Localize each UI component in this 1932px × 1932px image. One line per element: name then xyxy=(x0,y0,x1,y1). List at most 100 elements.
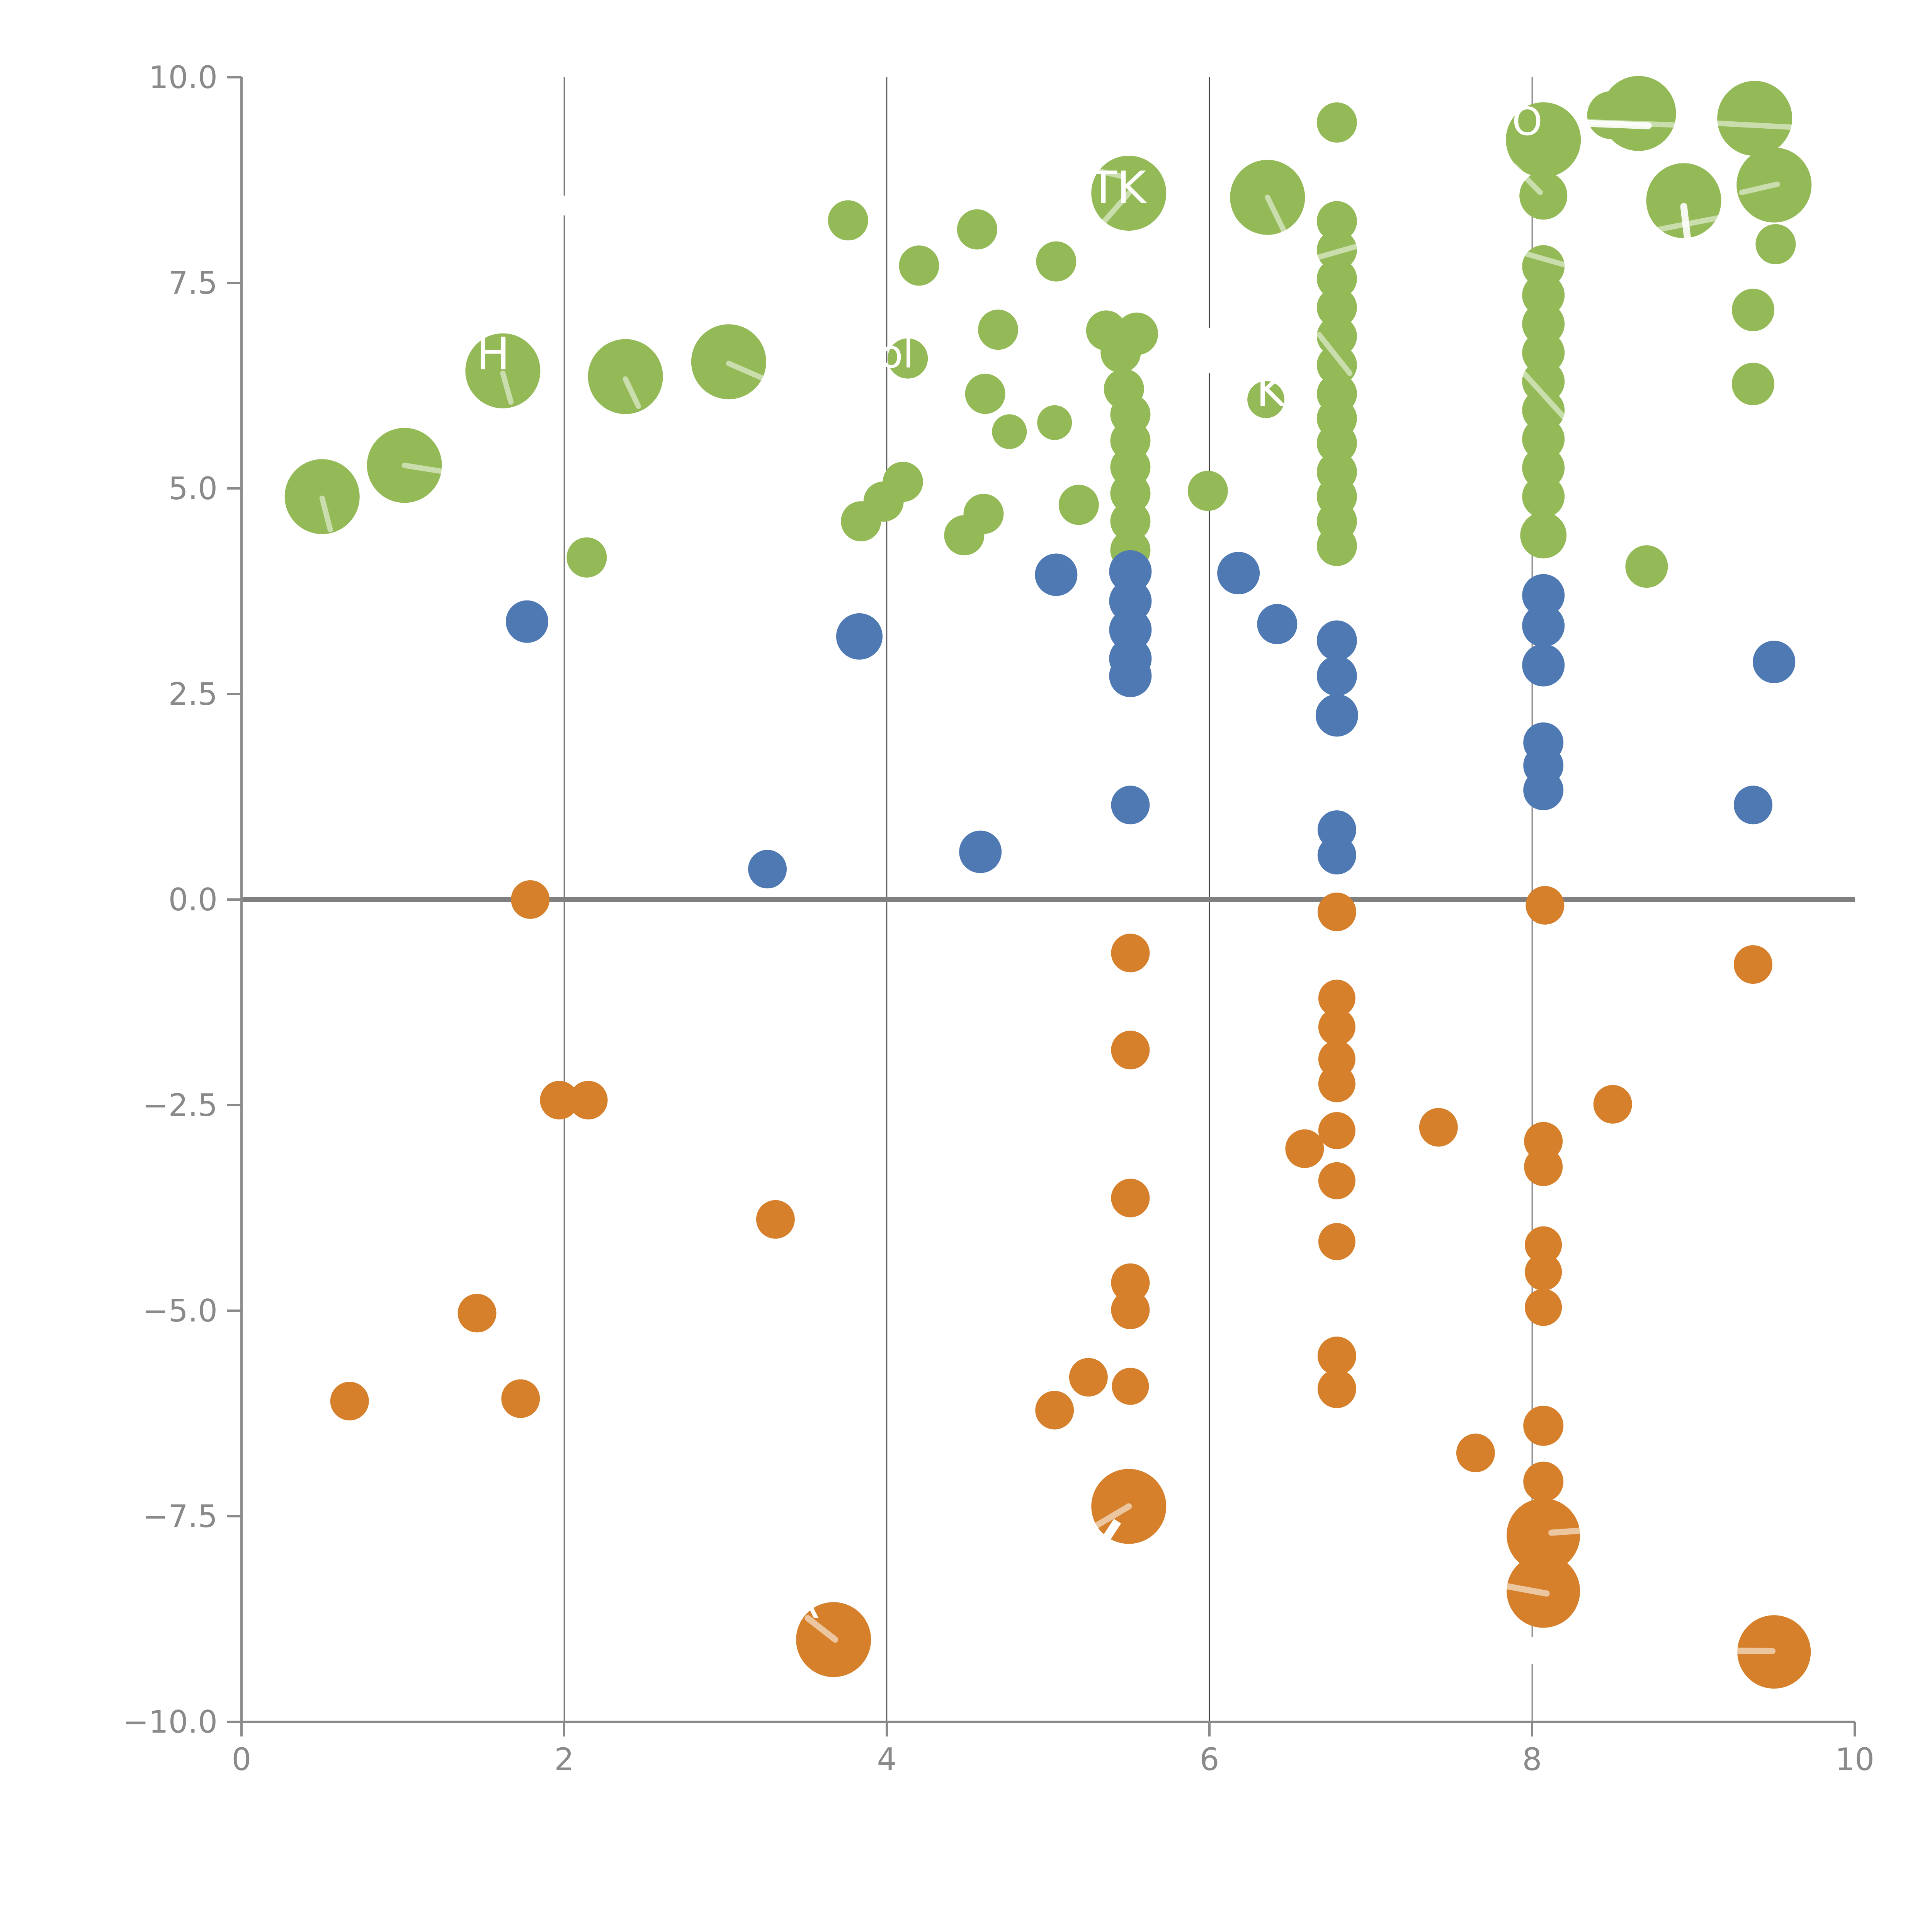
annotation-leader-line xyxy=(1070,162,1124,179)
data-point-green xyxy=(992,414,1027,449)
data-point-orange xyxy=(1285,1129,1324,1168)
data-point-blue xyxy=(1109,550,1152,593)
data-point-green xyxy=(1316,423,1357,463)
y-tick-label: 10.0 xyxy=(149,60,218,95)
annotation-label: H xyxy=(476,328,510,380)
data-point-green xyxy=(1316,102,1357,143)
data-point-green xyxy=(1731,362,1774,405)
data-point-orange xyxy=(756,1200,795,1239)
data-point-orange xyxy=(1526,886,1565,925)
annotation-leader-line xyxy=(1582,120,1652,129)
x-tick-label: 0 xyxy=(232,1742,252,1777)
data-point-green xyxy=(1036,241,1077,282)
data-point-orange xyxy=(1523,1461,1564,1502)
x-tick-label: 4 xyxy=(877,1742,897,1777)
y-tick-label: 2.5 xyxy=(168,676,218,712)
data-point-green xyxy=(1187,471,1228,511)
y-tick-label: 5.0 xyxy=(168,471,218,507)
data-point-green xyxy=(1037,405,1072,440)
annotation-leader-line xyxy=(804,1615,838,1643)
annotation-leader-line xyxy=(1715,121,1799,130)
annotation-label: R xyxy=(789,1577,820,1629)
data-point-blue xyxy=(1316,656,1357,696)
annotation-leader-line xyxy=(1521,250,1567,268)
axis-layer: 10.0 7.5 5.0 2.5 0.0 −2.5 −5.0 −7.5 −10.0 0 2 4 6 8 10 xyxy=(123,60,1874,1777)
data-point-orange xyxy=(1525,1226,1562,1264)
data-point-green xyxy=(1110,473,1151,514)
data-point-orange xyxy=(501,1379,540,1418)
data-point-green xyxy=(944,515,985,556)
data-point-blue xyxy=(1522,644,1565,687)
x-tick-label: 8 xyxy=(1522,1742,1542,1777)
data-point-blue xyxy=(1522,574,1565,617)
label-whiteout-patch xyxy=(519,196,613,216)
annotation-label: O xyxy=(1512,99,1543,144)
x-tick-label: 2 xyxy=(554,1742,574,1777)
annotation-leader-line xyxy=(1316,332,1353,376)
annotation-leader-line xyxy=(622,376,641,409)
data-point-green xyxy=(1247,381,1285,418)
annotation-leader-line xyxy=(1739,181,1780,195)
data-point-orange xyxy=(1069,1358,1108,1397)
data-point-orange xyxy=(457,1294,497,1333)
data-point-green xyxy=(1110,501,1151,542)
annotation-leader-line xyxy=(1265,194,1288,236)
data-point-orange xyxy=(511,880,550,919)
x-tick-label: 6 xyxy=(1200,1742,1219,1777)
data-point-blue xyxy=(1523,770,1564,810)
y-tick-label: 0.0 xyxy=(168,882,218,918)
data-point-orange xyxy=(1111,934,1150,973)
series-blue xyxy=(505,550,1796,889)
data-point-blue xyxy=(959,830,1002,873)
series-green xyxy=(284,76,1812,588)
data-point-green xyxy=(1625,545,1668,588)
data-point-orange xyxy=(1456,1434,1495,1473)
data-point-green xyxy=(888,338,928,379)
data-point-green xyxy=(1316,201,1357,242)
data-point-green xyxy=(1755,224,1796,264)
annotation-leader-line xyxy=(1306,242,1364,263)
annotation-leader-line xyxy=(319,495,333,532)
data-point-orange xyxy=(1317,892,1356,931)
y-tick-label: −2.5 xyxy=(143,1087,218,1123)
data-point-orange xyxy=(1111,1179,1150,1218)
data-point-blue xyxy=(1733,786,1772,825)
data-point-blue xyxy=(836,613,883,660)
data-point-blue xyxy=(1109,655,1152,697)
data-point-green xyxy=(1100,332,1141,373)
data-point-green xyxy=(863,481,904,522)
data-point-orange xyxy=(1318,1162,1355,1199)
data-point-blue xyxy=(1522,604,1565,647)
annotation-leader-line xyxy=(1680,203,1692,251)
data-point-green xyxy=(957,209,997,250)
y-tick-label: 7.5 xyxy=(168,265,218,301)
data-point-blue xyxy=(505,600,548,643)
series-orange xyxy=(330,880,1811,1689)
annotation-leader-line xyxy=(1087,190,1132,240)
annotation-leader-line xyxy=(1468,1576,1550,1597)
data-point-orange xyxy=(1318,1112,1355,1149)
data-point-orange xyxy=(1318,980,1355,1017)
x-tick-label: 10 xyxy=(1835,1742,1874,1777)
data-point-orange xyxy=(1419,1108,1458,1147)
data-point-blue xyxy=(748,850,787,889)
data-point-green xyxy=(978,310,1019,350)
data-point-green xyxy=(1506,102,1581,177)
data-point-blue xyxy=(1217,552,1260,595)
annotation-leader-line xyxy=(726,361,777,386)
data-point-orange xyxy=(1525,1253,1562,1291)
annotation-leader-line xyxy=(1652,214,1725,233)
annotation-label: K xyxy=(1256,365,1286,417)
data-point-orange xyxy=(1111,1263,1150,1302)
data-point-green xyxy=(899,245,939,286)
data-point-orange xyxy=(1523,1405,1564,1446)
data-point-green xyxy=(1522,475,1565,518)
annotation-layer: H NTK Kol R O xyxy=(319,99,1799,1665)
annotation-leader-line xyxy=(1087,1503,1132,1533)
data-point-green xyxy=(1731,289,1774,332)
data-point-blue xyxy=(1317,836,1356,875)
data-point-orange xyxy=(1507,1498,1580,1572)
data-point-orange xyxy=(1317,1337,1356,1376)
data-point-green xyxy=(1520,512,1567,559)
